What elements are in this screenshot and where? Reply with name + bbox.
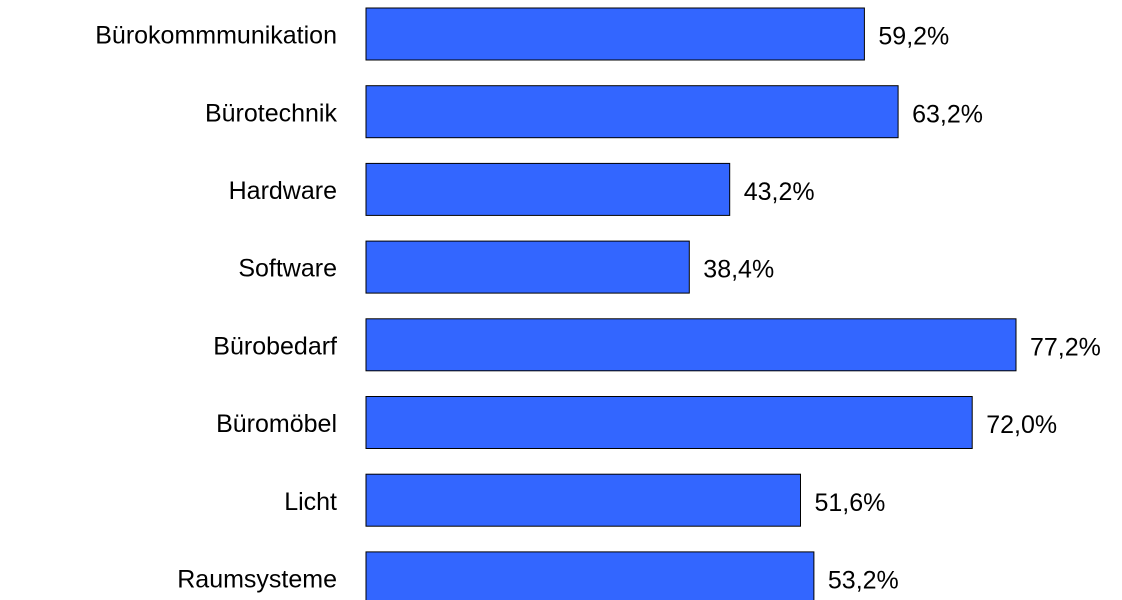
bar-5 [365, 396, 973, 449]
bar-3 [365, 240, 690, 294]
value-label: 63,2% [912, 100, 983, 128]
value-labels-group: 59,2% 63,2% 43,2% 38,4% 77,2% 72,0% 51,6% 53,2% [703, 23, 1101, 595]
category-label: Hardware [229, 177, 337, 205]
bar-7 [365, 551, 815, 600]
bar-4 [365, 318, 1017, 372]
category-label: Software [238, 255, 337, 283]
value-label: 38,4% [703, 256, 774, 284]
bars-group [365, 7, 1017, 600]
category-label: Bürokommmunikation [95, 22, 337, 50]
bar-0 [365, 7, 865, 61]
bar-1 [365, 85, 899, 139]
category-labels-group: Bürokommmunikation Bürotechnik Hardware Sof… [95, 22, 337, 594]
value-label: 53,2% [828, 567, 899, 595]
value-label: 72,0% [986, 411, 1057, 439]
category-label: Büromöbel [216, 410, 337, 438]
category-label: Licht [284, 488, 337, 516]
category-label: Bürotechnik [205, 99, 338, 127]
value-label: 59,2% [878, 23, 949, 51]
bar-2 [365, 162, 731, 216]
value-label: 51,6% [815, 489, 886, 517]
category-label: Raumsysteme [177, 566, 337, 594]
value-label: 43,2% [744, 178, 815, 206]
value-label: 77,2% [1030, 333, 1101, 361]
bar-6 [365, 473, 801, 527]
category-label: Bürobedarf [213, 332, 337, 360]
